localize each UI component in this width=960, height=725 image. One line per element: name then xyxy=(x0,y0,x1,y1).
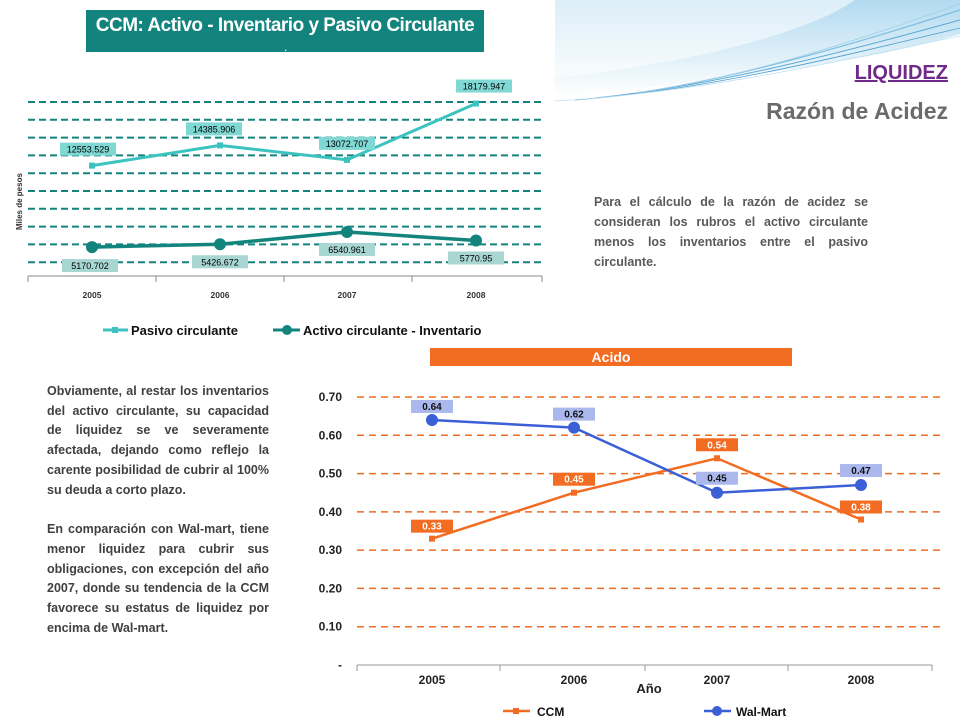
series-line-pasivo xyxy=(91,102,477,168)
data-label: 14385.906 xyxy=(193,124,236,134)
data-point xyxy=(341,225,353,238)
chart2-title-box: Acido xyxy=(430,348,792,366)
y-tick-label: 0.30 xyxy=(319,543,343,557)
data-label-box xyxy=(319,242,375,256)
data-label-box xyxy=(60,142,116,156)
data-label: 12553.529 xyxy=(67,145,110,155)
y-tick-label: - xyxy=(338,658,342,672)
chart2-plot: 0.70 0.60 0.50 0.40 0.30 0.20 0.10 - 2005 2006 200… xyxy=(319,390,940,719)
chart1-plot: Miles de pesos 2005 2006 2007 2008 12553.529 1… xyxy=(15,79,543,338)
data-label: 5426.672 xyxy=(201,257,239,267)
y-tick-label: 0.40 xyxy=(319,505,343,519)
explanation-paragraph: Para el cálculo de la razón de acidez se… xyxy=(594,195,868,269)
data-label-box xyxy=(448,251,504,265)
data-label: 0.47 xyxy=(851,466,871,477)
x-tick-label: 2007 xyxy=(704,673,731,687)
legend-marker-pasivo xyxy=(112,327,118,333)
data-point xyxy=(858,516,864,523)
x-axis-label: Año xyxy=(636,681,661,696)
section-heading: LIQUIDEZ xyxy=(854,62,948,84)
legend-label-ccm: CCM xyxy=(537,705,564,719)
x-tick-label: 2008 xyxy=(848,673,875,687)
data-label: 18179.947 xyxy=(463,82,506,92)
legend-label-walmart: Wal-Mart xyxy=(736,705,786,719)
data-point xyxy=(214,238,226,251)
analysis-paragraph-2: En comparación con Wal-mart, tiene menor… xyxy=(47,522,269,635)
y-tick-label: 0.50 xyxy=(319,467,343,481)
data-point xyxy=(470,234,482,247)
x-tick-label: 2006 xyxy=(561,673,588,687)
data-label: 0.45 xyxy=(707,474,727,485)
x-tick-label: 2006 xyxy=(211,290,230,300)
data-point xyxy=(217,142,223,149)
data-label-box xyxy=(696,438,738,452)
x-tick-label: 2005 xyxy=(419,673,446,687)
y-tick-label: 0.70 xyxy=(319,390,343,404)
legend-label-activo: Activo circulante - Inventario xyxy=(303,323,481,338)
chart1-title-box: CCM: Activo - Inventario y Pasivo Circul… xyxy=(86,10,484,54)
legend-marker-walmart xyxy=(712,706,722,716)
legend-label-pasivo: Pasivo circulante xyxy=(131,323,238,338)
chart-activo-pasivo: Miles de pesos 2005 2006 2007 2008 12553.529 1… xyxy=(0,0,555,345)
data-label-box xyxy=(62,259,118,273)
data-label-box xyxy=(186,122,242,136)
series-line-activo xyxy=(91,230,477,249)
x-tick-label: 2005 xyxy=(83,290,102,300)
data-label-box xyxy=(411,519,453,533)
legend-marker-ccm xyxy=(513,708,519,714)
data-label: 5770.95 xyxy=(460,253,493,263)
y-tick-label: 0.60 xyxy=(319,428,343,442)
data-label-box xyxy=(553,407,595,421)
series-line-ccm xyxy=(431,456,862,540)
analysis-paragraph-1: Obviamente, al restar los inventarios de… xyxy=(47,384,269,497)
data-point xyxy=(89,162,95,169)
wave-graphic xyxy=(554,0,960,102)
data-label: 0.62 xyxy=(564,410,584,421)
data-point xyxy=(714,455,720,462)
chart-acido: 0.70 0.60 0.50 0.40 0.30 0.20 0.10 - 2005 2006 200… xyxy=(294,345,960,720)
x-tick-label: 2007 xyxy=(338,290,357,300)
page-subtitle: Razón de Acidez xyxy=(766,98,948,124)
chart1-title: CCM: Activo - Inventario y Pasivo Circul… xyxy=(95,15,475,36)
data-point xyxy=(86,241,98,254)
data-label-box xyxy=(411,399,453,413)
data-label-box xyxy=(840,464,882,478)
data-point xyxy=(426,413,438,426)
data-label: 0.64 xyxy=(422,402,442,413)
x-tick-label: 2008 xyxy=(467,290,486,300)
data-label-box xyxy=(696,471,738,485)
data-label: 5170.702 xyxy=(71,261,109,271)
data-label: 0.45 xyxy=(564,475,584,486)
data-label: 0.54 xyxy=(707,440,727,451)
data-point xyxy=(571,489,577,496)
data-label: 0.38 xyxy=(851,503,871,514)
y-tick-label: 0.10 xyxy=(319,620,343,634)
data-point xyxy=(429,535,435,542)
y-tick-label: 0.20 xyxy=(319,581,343,595)
data-label: 6540.961 xyxy=(328,245,366,255)
analysis-text: Obviamente, al restar los inventarios de… xyxy=(47,382,269,658)
chart2-title: Acido xyxy=(591,349,631,365)
data-label-box xyxy=(192,255,248,269)
series-line-walmart xyxy=(431,418,862,494)
data-label: 13072.707 xyxy=(326,139,369,149)
data-point xyxy=(473,100,479,107)
data-label-box xyxy=(319,136,375,150)
chart1-title-suffix: . xyxy=(284,40,288,54)
data-point xyxy=(344,156,350,163)
y-axis-label: Miles de pesos xyxy=(15,173,24,230)
data-label-box xyxy=(840,500,882,514)
data-point xyxy=(711,486,723,499)
decorative-header-waves xyxy=(554,0,960,345)
data-label-box xyxy=(456,79,512,93)
data-point xyxy=(855,479,867,492)
legend-marker-activo xyxy=(282,325,292,335)
data-label: 0.33 xyxy=(422,522,442,533)
data-label-box xyxy=(553,472,595,486)
data-point xyxy=(568,421,580,434)
